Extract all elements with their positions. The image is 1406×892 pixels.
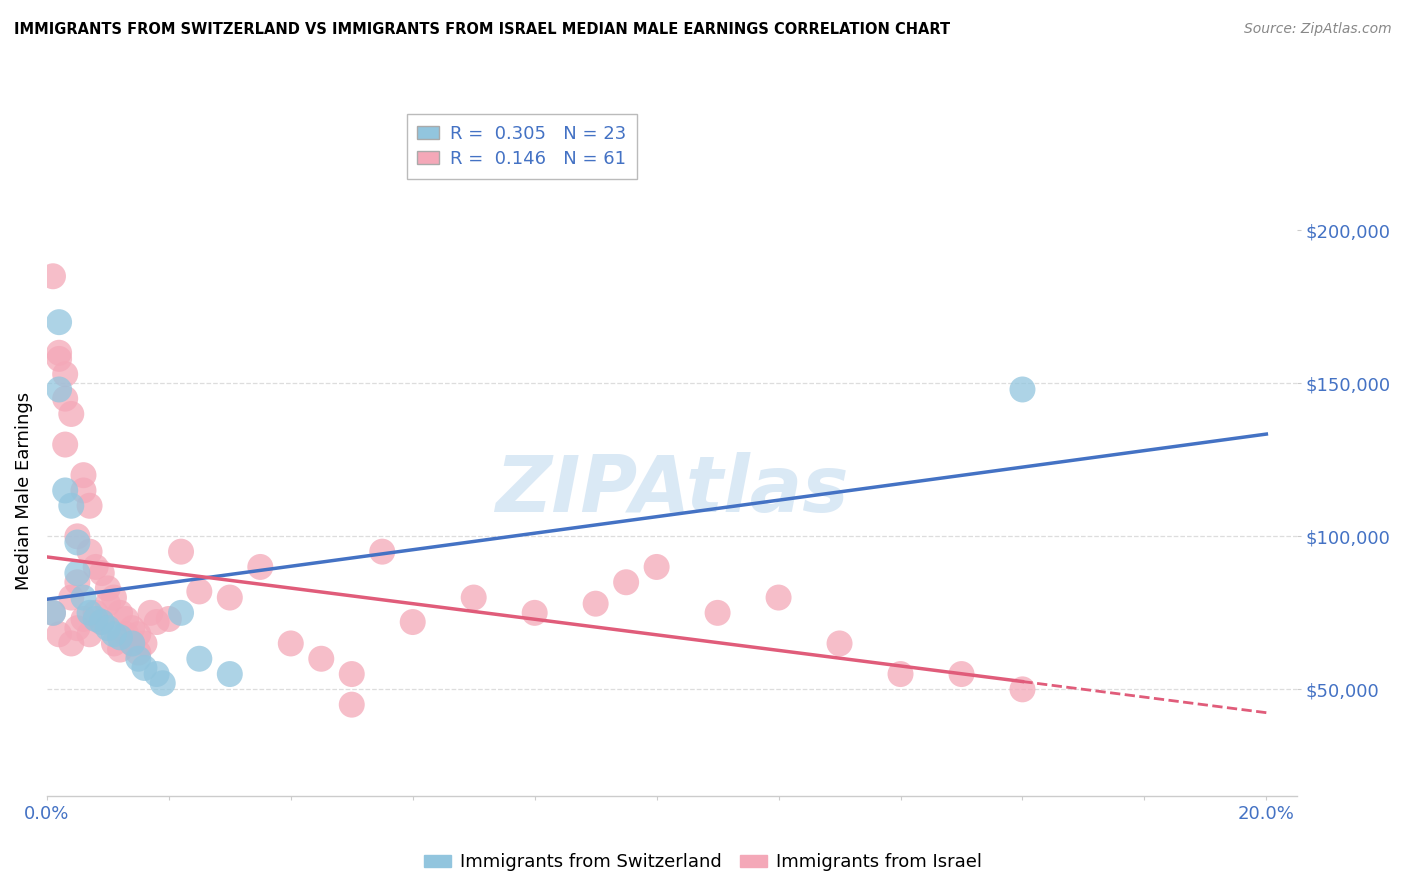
Point (127, 627, 149, 641)
Point (42, 606, 65, 620)
Point (97, 597, 120, 611)
Point (66, 621, 89, 635)
Point (280, 636, 302, 650)
Point (706, 606, 728, 620)
Point (115, 627, 138, 641)
Point (889, 667, 911, 681)
Point (170, 544, 193, 558)
Point (585, 597, 607, 611)
Legend: Immigrants from Switzerland, Immigrants from Israel: Immigrants from Switzerland, Immigrants … (416, 847, 990, 879)
Point (127, 652, 149, 666)
Point (402, 615, 425, 629)
Point (371, 544, 394, 558)
Point (72, 591, 94, 605)
Point (645, 560, 668, 574)
Point (145, 667, 167, 681)
Legend: R =  0.305   N = 23, R =  0.146   N = 61: R = 0.305 N = 23, R = 0.146 N = 61 (406, 114, 637, 178)
Point (188, 652, 211, 666)
Point (103, 591, 125, 605)
Point (53, 483, 76, 498)
Point (90, 615, 112, 629)
Text: Source: ZipAtlas.com: Source: ZipAtlas.com (1244, 22, 1392, 37)
Point (1011, 682, 1033, 697)
Point (72, 468, 94, 483)
Point (170, 606, 193, 620)
Point (97, 582, 120, 596)
Point (108, 642, 131, 657)
Point (84, 560, 107, 574)
Point (48, 345, 70, 359)
Point (60, 591, 83, 605)
Point (768, 591, 790, 605)
Point (134, 661, 156, 675)
Point (79, 499, 101, 513)
Point (48, 383, 70, 397)
Point (60, 407, 83, 421)
Point (121, 636, 143, 650)
Point (134, 636, 156, 650)
Point (90, 615, 112, 629)
Point (115, 612, 138, 626)
Point (103, 636, 125, 650)
Point (249, 560, 271, 574)
Point (90, 566, 112, 580)
Point (157, 612, 180, 626)
Point (340, 667, 363, 681)
Point (48, 315, 70, 329)
Point (48, 351, 70, 366)
Point (79, 606, 101, 620)
Point (218, 591, 240, 605)
Point (127, 646, 149, 660)
Y-axis label: Median Male Earnings: Median Male Earnings (15, 392, 32, 590)
Point (145, 615, 167, 629)
Point (828, 636, 851, 650)
Point (72, 483, 94, 498)
Point (79, 544, 101, 558)
Point (188, 584, 211, 599)
Text: IMMIGRANTS FROM SWITZERLAND VS IMMIGRANTS FROM ISRAEL MEDIAN MALE EARNINGS CORRE: IMMIGRANTS FROM SWITZERLAND VS IMMIGRANT… (14, 22, 950, 37)
Point (53, 437, 76, 451)
Point (60, 636, 83, 650)
Point (121, 636, 143, 650)
Point (66, 566, 89, 580)
Point (60, 499, 83, 513)
Point (72, 612, 94, 626)
Point (218, 667, 240, 681)
Point (340, 698, 363, 712)
Text: ZIPAtlas: ZIPAtlas (495, 452, 849, 528)
Point (152, 676, 174, 690)
Point (84, 606, 107, 620)
Point (950, 667, 973, 681)
Point (97, 621, 120, 635)
Point (103, 627, 125, 641)
Point (66, 575, 89, 590)
Point (48, 627, 70, 641)
Point (614, 575, 637, 590)
Point (139, 606, 162, 620)
Point (108, 631, 131, 645)
Point (42, 269, 65, 284)
Point (53, 392, 76, 406)
Point (463, 591, 485, 605)
Point (523, 606, 546, 620)
Point (84, 612, 107, 626)
Point (42, 606, 65, 620)
Point (108, 606, 131, 620)
Point (66, 535, 89, 549)
Point (66, 529, 89, 543)
Point (53, 367, 76, 381)
Point (1011, 383, 1033, 397)
Point (309, 652, 332, 666)
Point (79, 627, 101, 641)
Point (121, 621, 143, 635)
